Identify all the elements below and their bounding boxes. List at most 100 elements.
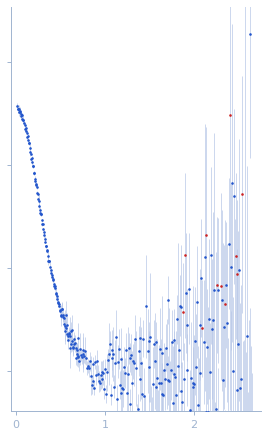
Point: [91, 377, 96, 384]
Point: [152, 340, 156, 347]
Point: [33, 177, 37, 184]
Point: [40, 221, 44, 228]
Point: [104, 391, 108, 398]
Point: [47, 258, 52, 265]
Point: [86, 363, 90, 370]
Point: [32, 170, 36, 177]
Point: [23, 125, 28, 132]
Point: [117, 381, 122, 388]
Point: [35, 189, 39, 196]
Point: [62, 320, 66, 327]
Point: [182, 376, 186, 383]
Point: [128, 400, 133, 407]
Point: [209, 326, 214, 333]
Point: [58, 307, 62, 314]
Point: [222, 323, 226, 330]
Point: [240, 191, 244, 198]
Point: [146, 337, 151, 344]
Point: [115, 395, 119, 402]
Point: [64, 325, 68, 332]
Point: [93, 359, 97, 366]
Point: [38, 207, 42, 214]
Point: [119, 389, 124, 396]
Point: [109, 354, 114, 361]
Point: [70, 327, 75, 334]
Point: [54, 292, 59, 299]
Point: [87, 365, 91, 372]
Point: [192, 381, 196, 388]
Point: [106, 356, 110, 363]
Point: [17, 108, 21, 115]
Point: [110, 347, 114, 354]
Point: [48, 267, 53, 274]
Point: [57, 303, 61, 310]
Point: [189, 375, 193, 382]
Point: [151, 380, 155, 387]
Point: [82, 353, 87, 360]
Point: [162, 366, 166, 373]
Point: [23, 125, 27, 132]
Point: [172, 336, 177, 343]
Point: [211, 316, 215, 323]
Point: [31, 163, 35, 170]
Point: [175, 316, 179, 323]
Point: [54, 291, 58, 298]
Point: [235, 271, 240, 277]
Point: [144, 303, 148, 310]
Point: [136, 347, 141, 354]
Point: [84, 355, 88, 362]
Point: [51, 281, 56, 288]
Point: [20, 112, 24, 119]
Point: [225, 319, 229, 326]
Point: [129, 351, 133, 358]
Point: [76, 352, 80, 359]
Point: [152, 357, 157, 364]
Point: [247, 31, 252, 38]
Point: [39, 210, 43, 217]
Point: [204, 409, 209, 416]
Point: [68, 332, 73, 339]
Point: [161, 391, 165, 398]
Point: [158, 346, 162, 353]
Point: [59, 312, 63, 319]
Point: [172, 370, 176, 377]
Point: [25, 132, 30, 139]
Point: [42, 232, 47, 239]
Point: [220, 297, 224, 304]
Point: [22, 121, 27, 128]
Point: [51, 276, 55, 283]
Point: [107, 340, 112, 347]
Point: [36, 195, 40, 202]
Point: [80, 347, 85, 354]
Point: [164, 344, 168, 351]
Point: [238, 384, 242, 391]
Point: [187, 285, 191, 292]
Point: [159, 379, 163, 386]
Point: [90, 361, 95, 368]
Point: [123, 370, 127, 377]
Point: [163, 376, 167, 383]
Point: [227, 240, 231, 247]
Point: [99, 371, 103, 378]
Point: [233, 431, 237, 437]
Point: [71, 344, 76, 351]
Point: [171, 400, 175, 407]
Point: [209, 252, 213, 259]
Point: [28, 149, 32, 156]
Point: [247, 432, 251, 437]
Point: [139, 360, 143, 367]
Point: [231, 367, 235, 374]
Point: [133, 335, 137, 342]
Point: [49, 272, 54, 279]
Point: [107, 350, 111, 357]
Point: [155, 374, 159, 381]
Point: [24, 129, 29, 136]
Point: [230, 179, 234, 186]
Point: [55, 300, 60, 307]
Point: [94, 371, 98, 378]
Point: [117, 346, 121, 353]
Point: [52, 282, 56, 289]
Point: [142, 392, 146, 399]
Point: [73, 355, 78, 362]
Point: [19, 110, 24, 117]
